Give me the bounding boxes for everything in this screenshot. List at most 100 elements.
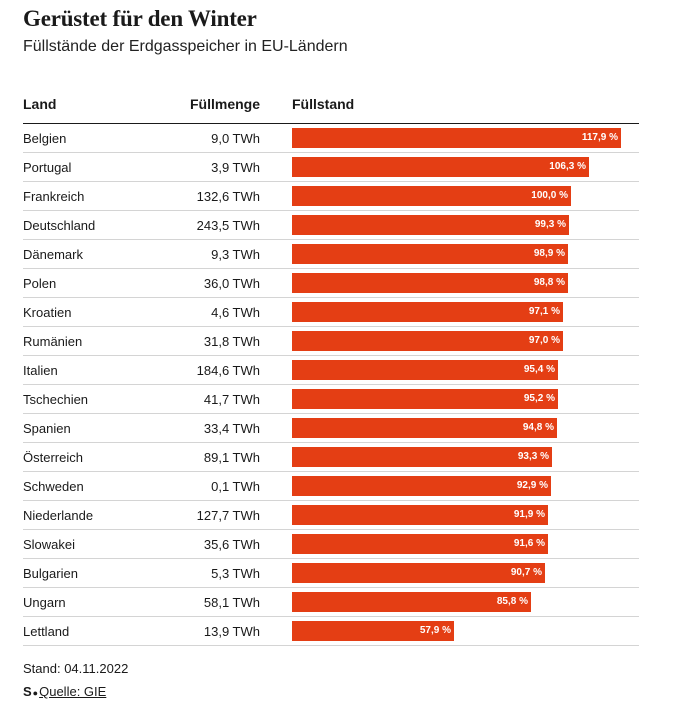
- spiegel-logo: S: [23, 684, 32, 699]
- country-name: Rumänien: [23, 334, 83, 349]
- fill-level-label: 57,9 %: [419, 625, 451, 636]
- fill-level-label: 95,4 %: [523, 364, 555, 375]
- source-link[interactable]: Quelle: GIE: [39, 684, 107, 699]
- country-name: Slowakei: [23, 537, 76, 552]
- table-row: Rumänien 31,8 TWh 97,0 %: [23, 327, 639, 356]
- column-header-land: Land: [23, 96, 57, 112]
- country-name: Belgien: [23, 131, 67, 146]
- header-divider: [23, 123, 639, 124]
- table-row: Belgien 9,0 TWh 117,9 %: [23, 124, 639, 153]
- fill-level-label: 85,8 %: [496, 596, 528, 607]
- fill-level-bar: 92,9 %: [292, 476, 551, 496]
- fill-level-bar: 97,1 %: [292, 302, 563, 322]
- country-name: Polen: [23, 276, 57, 291]
- table-row: Österreich 89,1 TWh 93,3 %: [23, 443, 639, 472]
- fill-amount: 31,8 TWh: [203, 334, 260, 349]
- table-row: Bulgarien 5,3 TWh 90,7 %: [23, 559, 639, 588]
- table-row: Spanien 33,4 TWh 94,8 %: [23, 414, 639, 443]
- fill-level-label: 92,9 %: [516, 480, 548, 491]
- country-name: Ungarn: [23, 595, 66, 610]
- fill-amount: 13,9 TWh: [203, 624, 260, 639]
- fill-level-bar: 90,7 %: [292, 563, 545, 583]
- fill-level-bar: 97,0 %: [292, 331, 563, 351]
- table-row: Portugal 3,9 TWh 106,3 %: [23, 153, 639, 182]
- country-name: Bulgarien: [23, 566, 78, 581]
- fill-amount: 4,6 TWh: [211, 305, 260, 320]
- fill-level-bar: 98,8 %: [292, 273, 568, 293]
- fill-level-label: 98,8 %: [533, 277, 565, 288]
- fill-level-bar: 57,9 %: [292, 621, 454, 641]
- fill-level-bar: 91,9 %: [292, 505, 548, 525]
- country-name: Kroatien: [23, 305, 72, 320]
- country-name: Dänemark: [23, 247, 83, 262]
- fill-amount: 3,9 TWh: [211, 160, 260, 175]
- stand-date: Stand: 04.11.2022: [23, 661, 129, 676]
- table-row: Schweden 0,1 TWh 92,9 %: [23, 472, 639, 501]
- fill-level-label: 95,2 %: [523, 393, 555, 404]
- fill-amount: 9,3 TWh: [211, 247, 260, 262]
- fill-level-bar: 93,3 %: [292, 447, 552, 467]
- fill-level-label: 99,3 %: [534, 219, 566, 230]
- country-name: Italien: [23, 363, 58, 378]
- fill-level-bar: 106,3 %: [292, 157, 589, 177]
- fill-amount: 184,6 TWh: [196, 363, 260, 378]
- fill-level-bar: 85,8 %: [292, 592, 531, 612]
- fill-amount: 41,7 TWh: [203, 392, 260, 407]
- country-name: Spanien: [23, 421, 71, 436]
- fill-level-label: 100,0 %: [531, 190, 568, 201]
- fill-amount: 5,3 TWh: [211, 566, 260, 581]
- table-row: Slowakei 35,6 TWh 91,6 %: [23, 530, 639, 559]
- fill-level-label: 98,9 %: [533, 248, 565, 259]
- column-header-fuellstand: Füllstand: [292, 96, 355, 112]
- separator-dot-icon: ●: [32, 687, 39, 698]
- table-row: Niederlande 127,7 TWh 91,9 %: [23, 501, 639, 530]
- table-row: Italien 184,6 TWh 95,4 %: [23, 356, 639, 385]
- fill-level-label: 91,6 %: [513, 538, 545, 549]
- country-name: Frankreich: [23, 189, 85, 204]
- country-name: Lettland: [23, 624, 70, 639]
- table-row: Dänemark 9,3 TWh 98,9 %: [23, 240, 639, 269]
- fill-amount: 89,1 TWh: [203, 450, 260, 465]
- fill-level-label: 106,3 %: [549, 161, 586, 172]
- fill-level-bar: 95,4 %: [292, 360, 558, 380]
- country-name: Schweden: [23, 479, 84, 494]
- table-row: Ungarn 58,1 TWh 85,8 %: [23, 588, 639, 617]
- fill-level-bar: 91,6 %: [292, 534, 548, 554]
- fill-level-bar: 95,2 %: [292, 389, 558, 409]
- fill-level-label: 90,7 %: [510, 567, 542, 578]
- fill-amount: 36,0 TWh: [203, 276, 260, 291]
- fill-amount: 243,5 TWh: [196, 218, 260, 233]
- fill-level-bar: 100,0 %: [292, 186, 571, 206]
- fill-level-label: 91,9 %: [513, 509, 545, 520]
- chart-title: Gerüstet für den Winter: [23, 6, 257, 31]
- fill-amount: 9,0 TWh: [211, 131, 260, 146]
- fill-amount: 35,6 TWh: [203, 537, 260, 552]
- chart-subtitle: Füllstände der Erdgasspeicher in EU-Länd…: [23, 38, 348, 55]
- fill-level-bar: 94,8 %: [292, 418, 557, 438]
- table-row: Tschechien 41,7 TWh 95,2 %: [23, 385, 639, 414]
- column-header-fuellmenge: Füllmenge: [189, 96, 260, 112]
- table-row: Deutschland 243,5 TWh 99,3 %: [23, 211, 639, 240]
- country-name: Niederlande: [23, 508, 94, 523]
- fill-level-label: 97,1 %: [528, 306, 560, 317]
- fill-level-bar: 117,9 %: [292, 128, 621, 148]
- fill-amount: 0,1 TWh: [211, 479, 260, 494]
- country-name: Tschechien: [23, 392, 89, 407]
- table-row: Frankreich 132,6 TWh 100,0 %: [23, 182, 639, 211]
- fill-level-bar: 99,3 %: [292, 215, 569, 235]
- country-name: Österreich: [23, 450, 83, 465]
- fill-amount: 33,4 TWh: [203, 421, 260, 436]
- fill-amount: 127,7 TWh: [196, 508, 260, 523]
- table-row: Polen 36,0 TWh 98,8 %: [23, 269, 639, 298]
- table-row: Kroatien 4,6 TWh 97,1 %: [23, 298, 639, 327]
- fill-level-label: 97,0 %: [528, 335, 560, 346]
- fill-level-label: 117,9 %: [581, 132, 618, 143]
- fill-level-bar: 98,9 %: [292, 244, 568, 264]
- country-name: Portugal: [23, 160, 72, 175]
- fill-amount: 132,6 TWh: [196, 189, 260, 204]
- fill-amount: 58,1 TWh: [203, 595, 260, 610]
- fill-level-label: 93,3 %: [517, 451, 549, 462]
- source-line: S●Quelle: GIE: [23, 684, 106, 699]
- fill-level-label: 94,8 %: [522, 422, 554, 433]
- table-row: Lettland 13,9 TWh 57,9 %: [23, 617, 639, 646]
